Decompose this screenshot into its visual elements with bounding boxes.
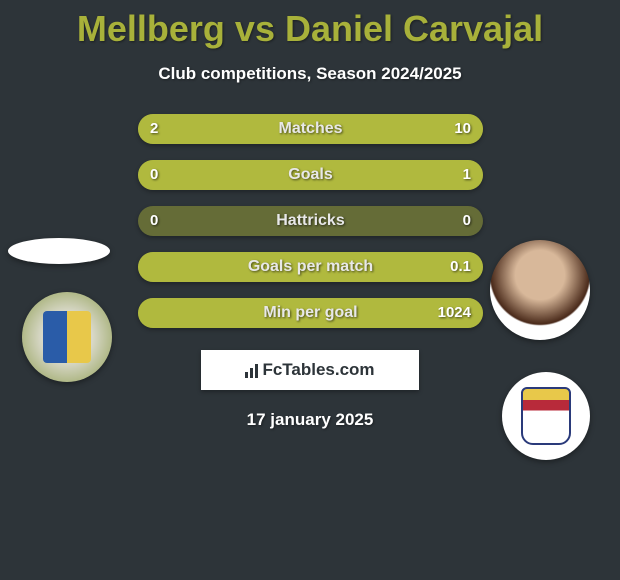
stat-label: Hattricks	[138, 206, 483, 236]
stat-label: Goals	[138, 160, 483, 190]
stat-label: Goals per match	[138, 252, 483, 282]
stat-label: Min per goal	[138, 298, 483, 328]
left-club-badge	[22, 292, 112, 382]
comparison-panel: 210Matches 01Goals 00Hattricks 0.1Goals per…	[0, 114, 620, 430]
brand-text: FcTables.com	[262, 360, 374, 380]
shield-icon	[43, 311, 91, 363]
subtitle: Club competitions, Season 2024/2025	[0, 64, 620, 84]
stat-label: Matches	[138, 114, 483, 144]
stat-bar: 1024Min per goal	[138, 298, 483, 328]
stat-bar: 00Hattricks	[138, 206, 483, 236]
stat-bars: 210Matches 01Goals 00Hattricks 0.1Goals per…	[138, 114, 483, 328]
page-title: Mellberg vs Daniel Carvajal	[0, 0, 620, 50]
left-player-avatar	[8, 238, 110, 264]
brand-box: FcTables.com	[201, 350, 419, 390]
stat-bar: 210Matches	[138, 114, 483, 144]
bars-icon	[245, 362, 258, 378]
right-player-avatar	[490, 240, 590, 340]
stat-bar: 0.1Goals per match	[138, 252, 483, 282]
right-club-badge	[502, 372, 590, 460]
stat-bar: 01Goals	[138, 160, 483, 190]
crest-icon	[521, 387, 571, 445]
